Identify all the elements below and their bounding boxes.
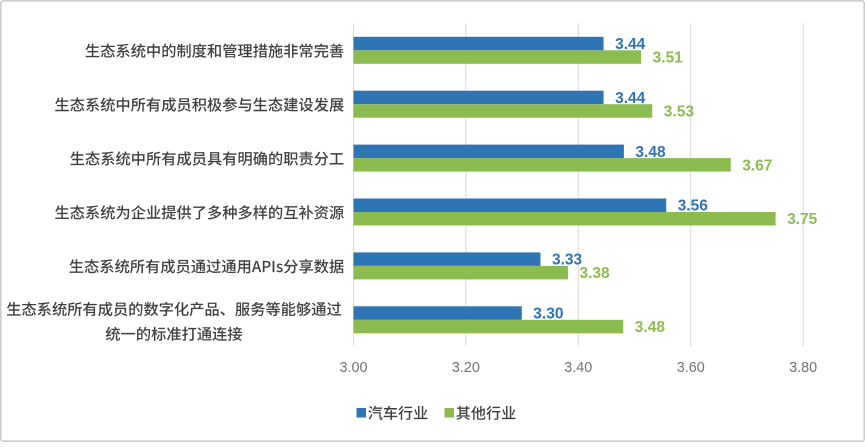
svg-text:3.40: 3.40 xyxy=(564,360,592,376)
svg-text:3.48: 3.48 xyxy=(635,144,666,161)
svg-text:3.60: 3.60 xyxy=(677,360,705,376)
svg-text:3.53: 3.53 xyxy=(664,103,695,120)
svg-text:3.48: 3.48 xyxy=(635,319,666,336)
svg-text:3.44: 3.44 xyxy=(615,36,646,53)
svg-text:3.00: 3.00 xyxy=(339,360,367,376)
svg-text:3.30: 3.30 xyxy=(533,306,563,323)
svg-text:3.56: 3.56 xyxy=(678,198,709,215)
svg-text:3.75: 3.75 xyxy=(787,211,818,228)
svg-text:3.80: 3.80 xyxy=(789,360,817,376)
svg-text:3.67: 3.67 xyxy=(742,157,772,174)
svg-text:3.20: 3.20 xyxy=(452,360,480,376)
svg-text:3.33: 3.33 xyxy=(552,252,583,269)
svg-text:3.44: 3.44 xyxy=(615,90,646,107)
svg-text:3.51: 3.51 xyxy=(653,50,684,67)
svg-text:3.38: 3.38 xyxy=(580,265,611,282)
